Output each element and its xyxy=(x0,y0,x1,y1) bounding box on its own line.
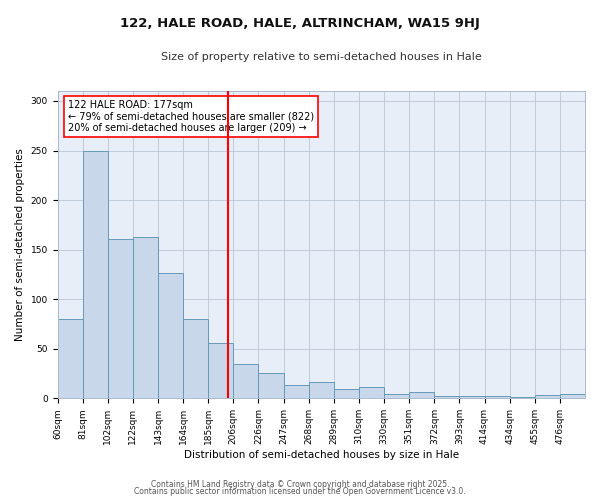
Bar xyxy=(284,386,309,398)
Text: Contains public sector information licensed under the Open Government Licence v3: Contains public sector information licen… xyxy=(134,487,466,496)
Bar xyxy=(434,396,460,398)
Y-axis label: Number of semi-detached properties: Number of semi-detached properties xyxy=(15,148,25,341)
Bar xyxy=(485,396,509,398)
Text: Contains HM Land Registry data © Crown copyright and database right 2025.: Contains HM Land Registry data © Crown c… xyxy=(151,480,449,489)
Bar xyxy=(259,372,284,398)
Bar xyxy=(158,274,183,398)
Bar xyxy=(309,382,334,398)
Bar xyxy=(409,392,434,398)
Bar xyxy=(208,343,233,398)
Bar xyxy=(183,319,208,398)
Title: Size of property relative to semi-detached houses in Hale: Size of property relative to semi-detach… xyxy=(161,52,482,62)
Bar xyxy=(233,364,259,398)
Bar xyxy=(359,388,384,398)
Text: 122 HALE ROAD: 177sqm
← 79% of semi-detached houses are smaller (822)
20% of sem: 122 HALE ROAD: 177sqm ← 79% of semi-deta… xyxy=(68,100,314,134)
Bar xyxy=(133,237,158,398)
Bar xyxy=(108,239,133,398)
Bar xyxy=(535,396,560,398)
Bar xyxy=(560,394,585,398)
Bar xyxy=(83,150,108,398)
Bar xyxy=(384,394,409,398)
Bar xyxy=(334,390,359,398)
X-axis label: Distribution of semi-detached houses by size in Hale: Distribution of semi-detached houses by … xyxy=(184,450,459,460)
Text: 122, HALE ROAD, HALE, ALTRINCHAM, WA15 9HJ: 122, HALE ROAD, HALE, ALTRINCHAM, WA15 9… xyxy=(120,18,480,30)
Bar xyxy=(460,396,485,398)
Bar xyxy=(58,319,83,398)
